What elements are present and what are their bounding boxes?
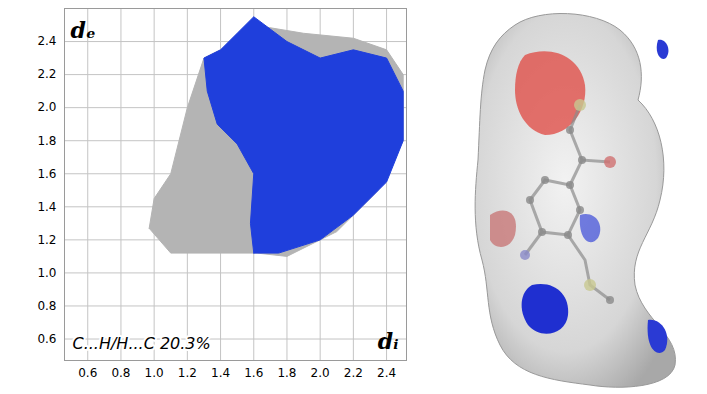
svg-text:1.0: 1.0 [37, 266, 56, 280]
svg-text:2.2: 2.2 [344, 366, 363, 380]
svg-text:1.2: 1.2 [37, 233, 56, 247]
svg-text:0.6: 0.6 [37, 332, 56, 346]
svg-text:0.6: 0.6 [78, 366, 97, 380]
svg-text:dₑ: dₑ [71, 17, 96, 43]
svg-text:dᵢ: dᵢ [378, 328, 399, 354]
svg-text:2.4: 2.4 [37, 34, 56, 48]
svg-text:2.4: 2.4 [377, 366, 396, 380]
svg-text:2.0: 2.0 [311, 366, 330, 380]
svg-text:0.8: 0.8 [37, 299, 56, 313]
svg-text:1.2: 1.2 [178, 366, 197, 380]
svg-text:1.0: 1.0 [145, 366, 164, 380]
svg-text:1.4: 1.4 [211, 366, 230, 380]
svg-text:1.8: 1.8 [37, 134, 56, 148]
svg-text:0.8: 0.8 [111, 366, 130, 380]
svg-text:C...H/H...C 20.3%: C...H/H...C 20.3% [73, 334, 211, 353]
svg-text:1.6: 1.6 [244, 366, 263, 380]
svg-text:1.8: 1.8 [277, 366, 296, 380]
svg-text:2.0: 2.0 [37, 100, 56, 114]
svg-text:2.2: 2.2 [37, 67, 56, 81]
svg-text:1.4: 1.4 [37, 200, 56, 214]
svg-text:1.6: 1.6 [37, 167, 56, 181]
